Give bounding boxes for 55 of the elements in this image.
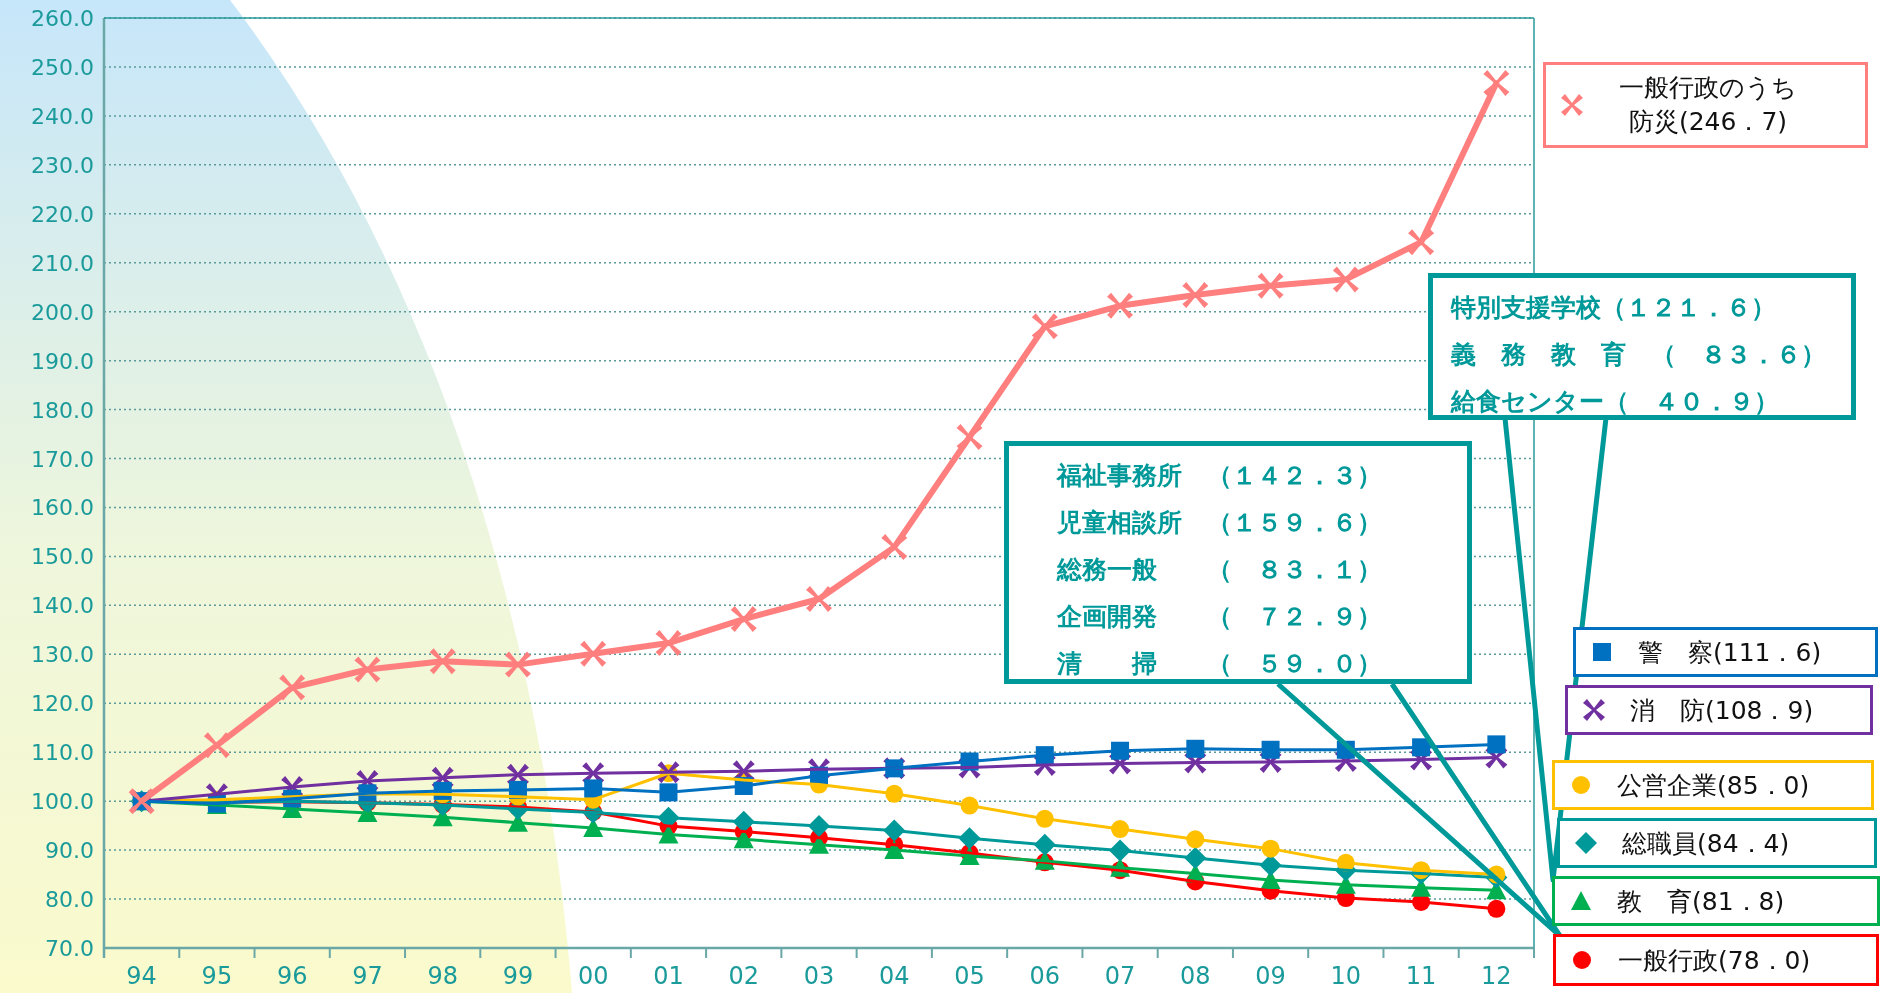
x-tick-label: 98 xyxy=(427,962,458,990)
x-tick-label: 12 xyxy=(1481,962,1512,990)
x-tick-label: 96 xyxy=(276,962,308,990)
y-tick-label: 190.0 xyxy=(31,348,94,374)
legend-label: 公営企業(85．0) xyxy=(1617,769,1810,802)
x-tick-label: 08 xyxy=(1180,962,1211,990)
legend-label: 教 育(81．8) xyxy=(1617,885,1785,918)
annotation: 福祉事務所 （１４２．３） xyxy=(1057,460,1383,492)
callout-box: 特別支援学校（１２１．６） 義 務 教 育 （ ８３．６） 給食センター（ ４０．９） xyxy=(1428,273,1856,420)
x-tick-label: 95 xyxy=(201,962,233,990)
y-tick-label: 80.0 xyxy=(45,887,94,913)
y-tick-label: 240.0 xyxy=(31,103,94,129)
y-tick-label: 130.0 xyxy=(31,642,94,668)
y-tick-label: 100.0 xyxy=(31,789,94,815)
legend-label: 消 防(108．9) xyxy=(1630,694,1814,727)
y-tick-label: 200.0 xyxy=(31,299,94,325)
annotation: 清 掃 （ ５９．０） xyxy=(1057,648,1383,680)
x-tick-label: 00 xyxy=(577,962,609,990)
y-tick-label: 210.0 xyxy=(31,250,94,276)
y-tick-label: 260.0 xyxy=(31,6,94,31)
x-tick-label: 01 xyxy=(653,962,684,990)
x-tick-label: 02 xyxy=(728,962,760,990)
annotation: 義 務 教 育 （ ８３．６） xyxy=(1451,339,1827,371)
y-tick-label: 110.0 xyxy=(31,740,94,766)
y-tick-label: 170.0 xyxy=(31,446,94,472)
annotation: 給食センター（ ４０．９） xyxy=(1451,386,1780,418)
legend-label: 総職員(84．4) xyxy=(1622,827,1790,860)
x-tick-label: 94 xyxy=(126,962,157,990)
y-tick-label: 230.0 xyxy=(31,152,94,178)
x-tick-label: 97 xyxy=(352,962,383,990)
legend-label: 一般行政(78．0) xyxy=(1618,944,1811,977)
annotation: 企画開発 （ ７２．９） xyxy=(1057,601,1383,633)
x-tick-label: 06 xyxy=(1029,962,1061,990)
x-tick-label: 10 xyxy=(1330,962,1362,990)
y-tick-label: 220.0 xyxy=(31,201,94,227)
y-tick-label: 150.0 xyxy=(31,544,94,570)
x-tick-label: 07 xyxy=(1104,962,1136,990)
y-tick-label: 160.0 xyxy=(31,495,94,521)
annotation: 特別支援学校（１２１．６） xyxy=(1451,292,1777,324)
y-tick-label: 70.0 xyxy=(45,936,94,961)
x-tick-label: 04 xyxy=(878,962,910,990)
y-tick-label: 120.0 xyxy=(31,691,94,717)
y-tick-label: 140.0 xyxy=(31,593,94,619)
y-tick-label: 90.0 xyxy=(45,838,94,864)
x-tick-label: 09 xyxy=(1255,962,1286,990)
annotation: 総務一般 （ ８３．１） xyxy=(1057,554,1383,586)
x-tick-label: 03 xyxy=(803,962,835,990)
x-tick-label: 99 xyxy=(502,962,534,990)
y-tick-label: 180.0 xyxy=(31,397,94,423)
legend-label: 一般行政のうち防災(246．7) xyxy=(1618,72,1798,138)
y-tick-label: 250.0 xyxy=(31,54,94,80)
annotation: 児童相談所 （１５９．６） xyxy=(1057,507,1383,539)
x-tick-label: 11 xyxy=(1405,962,1437,990)
x-tick-label: 05 xyxy=(954,962,985,990)
legend-label: 警 察(111．6) xyxy=(1638,636,1822,669)
